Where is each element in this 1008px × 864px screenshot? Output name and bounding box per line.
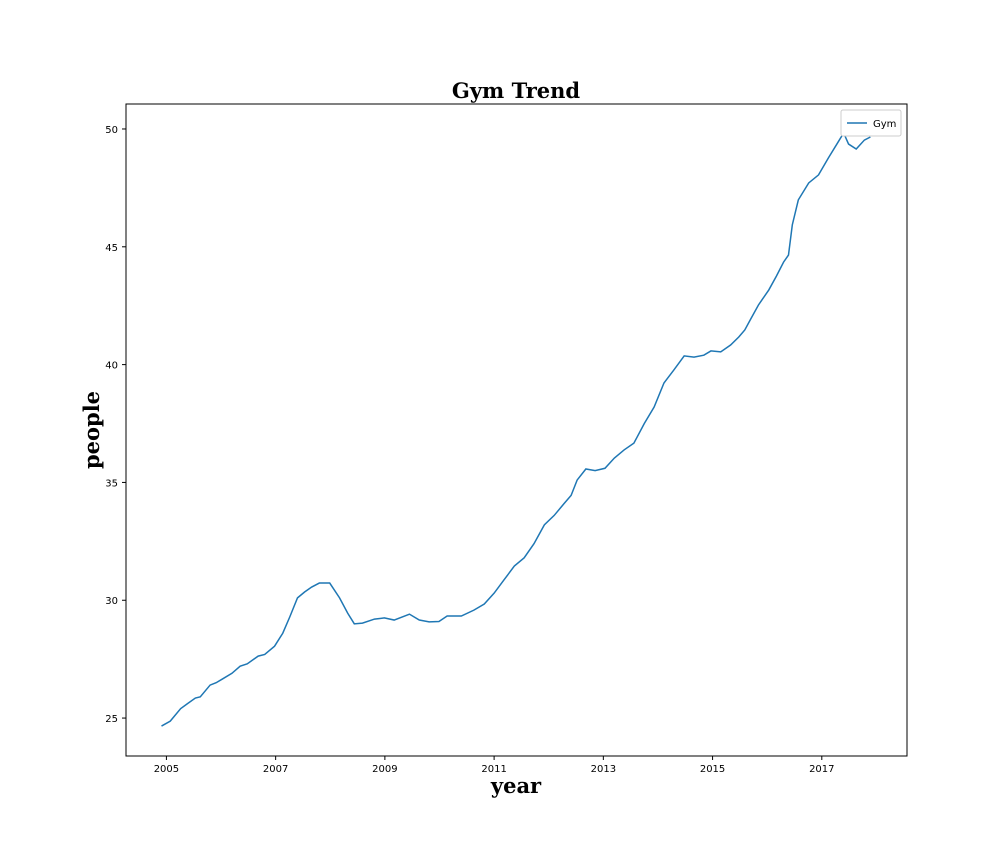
y-tick-label: 30 <box>105 596 118 607</box>
y-tick-label: 45 <box>105 243 118 254</box>
x-tick-label: 2015 <box>700 764 725 775</box>
line-series <box>161 131 871 727</box>
y-tick-label: 50 <box>105 125 118 136</box>
x-axis-label: year <box>490 773 542 798</box>
chart-title: Gym Trend <box>452 78 580 103</box>
x-tick-label: 2011 <box>481 764 506 775</box>
x-tick-label: 2005 <box>154 764 179 775</box>
legend-label: Gym <box>873 119 896 130</box>
x-tick-label: 2013 <box>591 764 616 775</box>
x-tick-label: 2009 <box>372 764 397 775</box>
x-tick-label: 2007 <box>263 764 288 775</box>
y-tick-label: 25 <box>105 714 118 725</box>
y-tick-label: 35 <box>105 478 118 489</box>
y-axis-label: people <box>79 391 104 469</box>
legend-box <box>840 109 902 137</box>
y-tick-label: 40 <box>105 361 118 372</box>
plot-frame <box>125 103 908 757</box>
x-tick-label: 2017 <box>809 764 834 775</box>
